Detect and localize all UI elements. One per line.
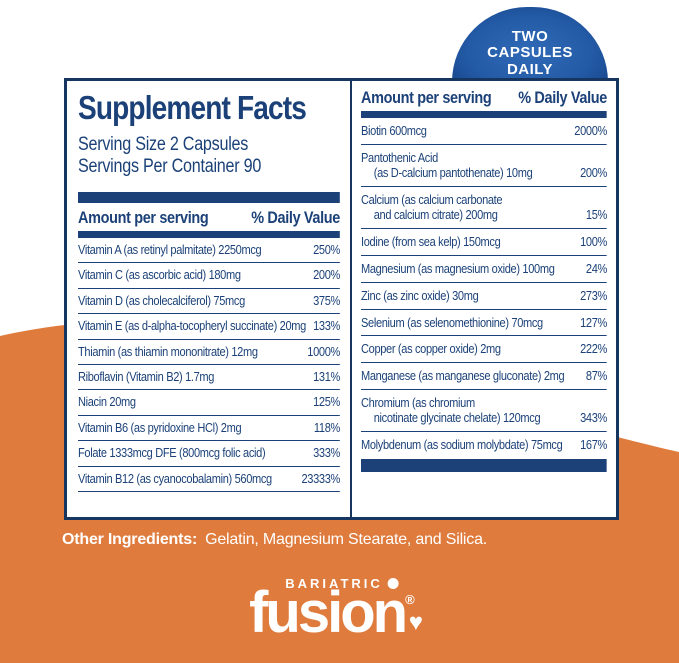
table-row: Manganese (as manganese gluconate) 2mg 87… bbox=[361, 363, 607, 391]
other-ingredients: Other Ingredients: Gelatin, Magnesium Ste… bbox=[62, 531, 487, 549]
nutrient-table-left: Vitamin A (as retinyl palmitate) 2250mcg… bbox=[78, 238, 340, 493]
table-row: Molybdenum (as sodium molybdate) 75mcg 16… bbox=[361, 432, 607, 458]
registered-mark: ® bbox=[405, 592, 415, 607]
nutrient-daily-value: 250% bbox=[313, 241, 340, 257]
column-headers: Amount per serving % Daily Value bbox=[361, 81, 607, 111]
nutrient-name: Pantothenic Acid (as D-calcium pantothena… bbox=[361, 149, 533, 180]
table-row: Vitamin C (as ascorbic acid) 180mg 200% bbox=[78, 263, 340, 289]
nutrient-daily-value: 133% bbox=[313, 318, 340, 334]
nutrient-daily-value: 200% bbox=[580, 164, 607, 180]
table-row: Folate 1333mcg DFE (800mcg folic acid) 33… bbox=[78, 441, 340, 467]
facts-right-column: Amount per serving % Daily Value Biotin … bbox=[352, 81, 616, 517]
brand-logo: BARIATRIC fusion® ♥ bbox=[249, 576, 423, 642]
nutrient-daily-value: 222% bbox=[580, 341, 607, 357]
nutrient-name: Vitamin C (as ascorbic acid) 180mg bbox=[78, 267, 241, 283]
table-row: Niacin 20mg 125% bbox=[78, 390, 340, 416]
nutrient-daily-value: 167% bbox=[580, 437, 607, 453]
nutrient-daily-value: 2000% bbox=[574, 123, 607, 138]
nutrient-name: Thiamin (as thiamin mononitrate) 12mg bbox=[78, 343, 258, 359]
nutrient-daily-value: 343% bbox=[580, 410, 607, 426]
nutrient-name: Vitamin B12 (as cyanocobalamin) 560mcg bbox=[78, 470, 272, 486]
heart-icon: ♥ bbox=[408, 609, 423, 636]
nutrient-name: Molybdenum (as sodium molybdate) 75mcg bbox=[361, 437, 563, 453]
other-ingredients-label: Other Ingredients: bbox=[62, 531, 198, 548]
facts-left-column: Supplement Facts Serving Size 2 Capsules… bbox=[67, 81, 352, 517]
nutrient-name: Riboflavin (Vitamin B2) 1.7mg bbox=[78, 369, 215, 384]
table-row: Pantothenic Acid (as D-calcium pantothena… bbox=[361, 145, 607, 187]
table-row: Vitamin D (as cholecalciferol) 75mcg 375% bbox=[78, 289, 340, 315]
divider-bar bbox=[78, 230, 340, 238]
nutrient-name: Iodine (from sea kelp) 150mcg bbox=[361, 233, 501, 249]
table-row: Vitamin A (as retinyl palmitate) 2250mcg… bbox=[78, 238, 340, 264]
badge-line: TWO bbox=[511, 27, 549, 45]
brand-name-main: fusion bbox=[249, 580, 408, 645]
amount-header: Amount per serving bbox=[361, 88, 492, 107]
table-row: Vitamin B12 (as cyanocobalamin) 560mcg 23… bbox=[78, 467, 340, 493]
nutrient-daily-value: 127% bbox=[580, 314, 607, 330]
badge-line: CAPSULES bbox=[487, 44, 573, 62]
nutrient-daily-value: 87% bbox=[585, 368, 607, 384]
nutrient-name: Chromium (as chromium nicotinate glycinat… bbox=[361, 395, 541, 426]
table-row: Vitamin B6 (as pyridoxine HCl) 2mg 118% bbox=[78, 416, 340, 442]
nutrient-name: Vitamin A (as retinyl palmitate) 2250mcg bbox=[78, 241, 262, 257]
nutrient-name: Vitamin B6 (as pyridoxine HCl) 2mg bbox=[78, 419, 242, 435]
nutrient-daily-value: 375% bbox=[313, 292, 340, 308]
divider-bar bbox=[78, 191, 340, 203]
supplement-facts-panel: Supplement Facts Serving Size 2 Capsules… bbox=[64, 78, 619, 520]
daily-value-header: % Daily Value bbox=[518, 88, 607, 107]
table-row: Chromium (as chromium nicotinate glycinat… bbox=[361, 390, 607, 433]
i-dot-icon bbox=[387, 578, 399, 589]
nutrient-name: Vitamin E (as d-alpha-tocopheryl succina… bbox=[78, 318, 306, 334]
nutrient-name: Biotin 600mcg bbox=[361, 123, 427, 138]
nutrient-name: Magnesium (as magnesium oxide) 100mg bbox=[361, 260, 555, 276]
table-row: Vitamin E (as d-alpha-tocopheryl succina… bbox=[78, 314, 340, 340]
nutrient-name: Manganese (as manganese gluconate) 2mg bbox=[361, 368, 565, 384]
nutrient-daily-value: 118% bbox=[313, 419, 340, 435]
nutrient-daily-value: 24% bbox=[585, 260, 607, 276]
nutrient-name: Calcium (as calcium carbonate and calcium… bbox=[361, 191, 503, 222]
nutrient-name: Selenium (as selenomethionine) 70mcg bbox=[361, 314, 543, 330]
column-headers: Amount per serving % Daily Value bbox=[78, 203, 340, 231]
nutrient-name: Copper (as copper oxide) 2mg bbox=[361, 341, 501, 357]
nutrient-daily-value: 15% bbox=[585, 206, 607, 222]
table-row: Zinc (as zinc oxide) 30mg 273% bbox=[361, 283, 607, 310]
daily-value-header: % Daily Value bbox=[251, 207, 340, 227]
divider-bar bbox=[361, 111, 607, 118]
nutrient-name: Zinc (as zinc oxide) 30mg bbox=[361, 287, 479, 303]
table-row: Selenium (as selenomethionine) 70mcg 127% bbox=[361, 310, 607, 337]
table-row: Copper (as copper oxide) 2mg 222% bbox=[361, 336, 607, 364]
table-row: Iodine (from sea kelp) 150mcg 100% bbox=[361, 229, 607, 256]
panel-title: Supplement Facts bbox=[78, 89, 307, 126]
table-row: Biotin 600mcg 2000% bbox=[361, 118, 607, 145]
nutrient-daily-value: 200% bbox=[313, 267, 340, 283]
nutrient-daily-value: 273% bbox=[580, 287, 607, 303]
nutrient-daily-value: 333% bbox=[313, 445, 340, 461]
nutrient-daily-value: 125% bbox=[313, 394, 340, 410]
nutrient-name: Vitamin D (as cholecalciferol) 75mcg bbox=[78, 292, 245, 308]
table-row: Magnesium (as magnesium oxide) 100mg 24% bbox=[361, 256, 607, 283]
other-ingredients-text: Gelatin, Magnesium Stearate, and Silica. bbox=[205, 531, 488, 548]
table-row: Thiamin (as thiamin mononitrate) 12mg 100… bbox=[78, 340, 340, 365]
nutrient-name: Folate 1333mcg DFE (800mcg folic acid) bbox=[78, 445, 266, 461]
nutrient-name: Niacin 20mg bbox=[78, 394, 136, 410]
table-row: Calcium (as calcium carbonate and calcium… bbox=[361, 187, 607, 229]
brand-name-top: BARIATRIC bbox=[285, 576, 383, 591]
panel-bottom-bar bbox=[361, 459, 607, 473]
table-row: Riboflavin (Vitamin B2) 1.7mg 131% bbox=[78, 365, 340, 391]
nutrient-daily-value: 23333% bbox=[301, 470, 340, 486]
nutrient-daily-value: 1000% bbox=[307, 343, 340, 359]
servings-per-container: Servings Per Container 90 bbox=[78, 156, 262, 178]
nutrient-daily-value: 131% bbox=[313, 369, 340, 384]
amount-header: Amount per serving bbox=[78, 207, 209, 227]
serving-size: Serving Size 2 Capsules bbox=[78, 134, 249, 155]
brand-top-row: BARIATRIC bbox=[255, 576, 429, 591]
brand-name-main-row: fusion®♥ bbox=[249, 584, 423, 642]
nutrient-daily-value: 100% bbox=[580, 233, 607, 249]
badge-line: DAILY bbox=[506, 61, 554, 79]
nutrient-table-right: Biotin 600mcg 2000% Pantothenic Acid (as D-… bbox=[361, 118, 607, 458]
